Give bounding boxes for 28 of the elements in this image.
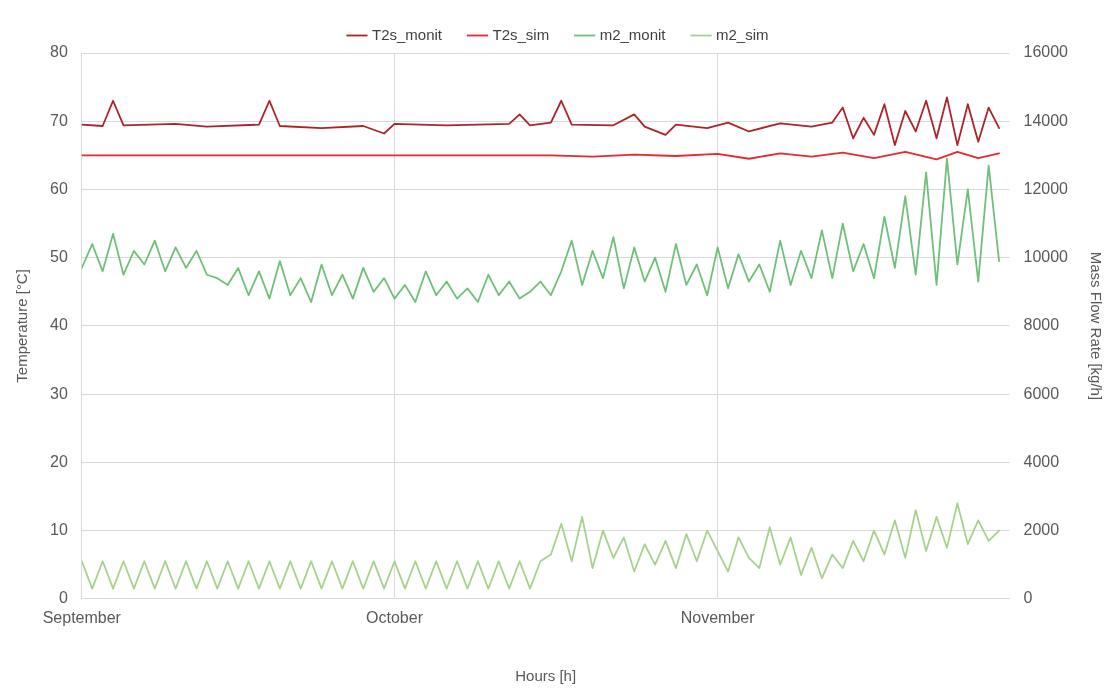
y2-tick-label: 2000 xyxy=(1023,520,1060,538)
x-tick-label: October xyxy=(366,608,424,626)
legend-label: m2_sim xyxy=(716,25,769,43)
y2-tick-label: 10000 xyxy=(1023,248,1069,266)
y-tick-label: 20 xyxy=(50,452,68,470)
y2-tick-label: 6000 xyxy=(1023,384,1060,402)
x-tick-label: November xyxy=(680,608,756,626)
y-tick-label: 40 xyxy=(50,316,68,334)
x-tick-label: September xyxy=(42,608,122,626)
y-tick-label: 50 xyxy=(50,248,68,266)
y2-tick-label: 0 xyxy=(1023,589,1033,607)
y-tick-label: 0 xyxy=(58,589,68,607)
legend-label: T2s_monit xyxy=(371,25,443,43)
y-tick-label: 60 xyxy=(50,179,68,197)
x-axis-title: Hours [h] xyxy=(515,667,577,685)
y-tick-label: 70 xyxy=(50,111,68,129)
y2-axis-title: Mass Flow Rate [kg/h] xyxy=(1087,251,1105,401)
y2-tick-label: 14000 xyxy=(1023,111,1069,129)
y-axis-title: Temperature [°C] xyxy=(13,269,31,383)
legend-label: T2s_sim xyxy=(492,25,550,43)
legend-label: m2_monit xyxy=(599,25,667,43)
y-tick-label: 80 xyxy=(50,43,68,61)
y-tick-label: 10 xyxy=(50,520,68,538)
y2-tick-label: 12000 xyxy=(1023,179,1069,197)
y-tick-label: 30 xyxy=(50,384,68,402)
y2-tick-label: 16000 xyxy=(1023,43,1069,61)
y2-tick-label: 4000 xyxy=(1023,452,1060,470)
y2-tick-label: 8000 xyxy=(1023,316,1060,334)
